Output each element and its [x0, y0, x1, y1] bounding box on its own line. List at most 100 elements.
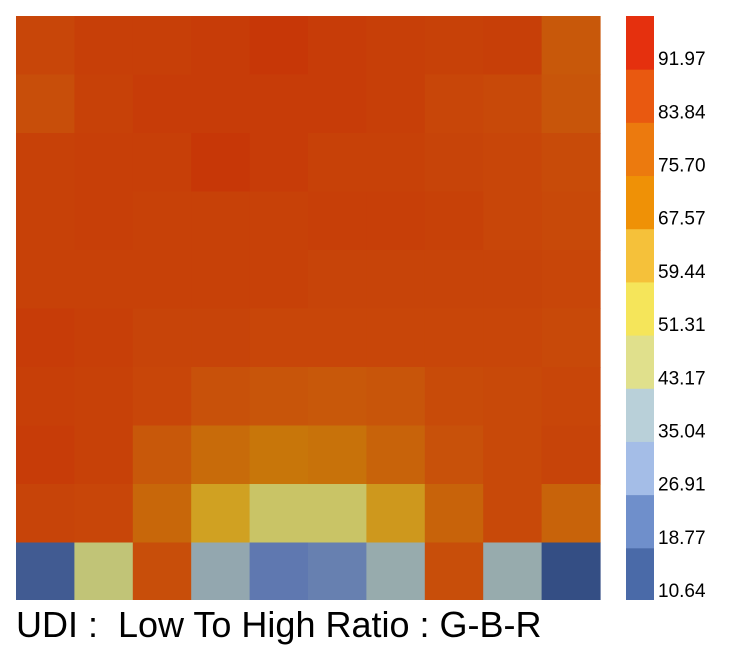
heatmap-cell: [366, 133, 426, 193]
heatmap-cell: [308, 74, 367, 134]
heatmap-cell: [424, 367, 484, 427]
heatmap-cell: [191, 484, 251, 544]
heatmap-cell: [483, 425, 543, 485]
heatmap-cell: [308, 484, 367, 544]
heatmap-cell: [132, 250, 192, 310]
heatmap-cell: [74, 484, 134, 544]
heatmap-cell: [191, 16, 251, 76]
colorbar-bin: [626, 335, 654, 389]
heatmap-cell: [249, 484, 309, 544]
colorbar-bin: [626, 16, 654, 70]
heatmap-cell: [366, 367, 426, 427]
heatmap-cell: [132, 484, 192, 544]
heatmap-cell: [483, 74, 543, 134]
heatmap-cell: [308, 16, 367, 76]
heatmap-cells: [16, 16, 601, 600]
heatmap-cell: [483, 250, 543, 310]
heatmap-cell: [308, 250, 367, 310]
heatmap-cell: [366, 542, 426, 600]
heatmap-cell: [16, 484, 75, 544]
heatmap-cell: [308, 542, 367, 600]
colorbar-tick-label: 51.31: [658, 315, 706, 336]
heatmap-cell: [541, 16, 601, 76]
heatmap-cell: [16, 191, 75, 251]
heatmap-cell: [132, 542, 192, 600]
heatmap-cell: [132, 367, 192, 427]
heatmap-cell: [191, 191, 251, 251]
heatmap-cell: [74, 367, 134, 427]
colorbar-tick-label: 43.17: [658, 368, 706, 389]
heatmap-cell: [308, 425, 367, 485]
heatmap-cell: [541, 425, 601, 485]
heatmap-cell: [74, 191, 134, 251]
heatmap-cell: [249, 74, 309, 134]
heatmap-cell: [249, 250, 309, 310]
colorbar-tick-label: 59.44: [658, 262, 706, 283]
colorbar-bin: [626, 281, 654, 336]
heatmap-cell: [191, 367, 251, 427]
heatmap-cell: [74, 425, 134, 485]
heatmap-cell: [16, 425, 75, 485]
heatmap-cell: [366, 74, 426, 134]
heatmap-cell: [541, 367, 601, 427]
heatmap-cell: [16, 542, 75, 600]
heatmap-cell: [483, 16, 543, 76]
heatmap-cell: [132, 133, 192, 193]
colorbar-bin: [626, 122, 654, 177]
colorbar-bin: [626, 494, 654, 549]
heatmap-cell: [74, 250, 134, 310]
heatmap-cell: [424, 16, 484, 76]
colorbar-bin: [626, 388, 654, 442]
heatmap-cell: [541, 74, 601, 134]
heatmap-cell: [308, 191, 367, 251]
heatmap-cell: [366, 425, 426, 485]
heatmap-cell: [16, 16, 75, 76]
colorbar-tick-label: 10.64: [658, 581, 706, 600]
heatmap-cell: [308, 133, 367, 193]
heatmap-cell: [132, 425, 192, 485]
heatmap-cell: [132, 74, 192, 134]
colorbar-bin: [626, 228, 654, 283]
heatmap-cell: [16, 250, 75, 310]
heatmap-cell: [16, 74, 75, 134]
heatmap-cell: [366, 16, 426, 76]
heatmap-cell: [541, 191, 601, 251]
heatmap-cell: [541, 308, 601, 368]
heatmap-cell: [366, 250, 426, 310]
heatmap-cell: [132, 16, 192, 76]
colorbar-tick-label: 83.84: [658, 102, 706, 123]
heatmap-cell: [16, 367, 75, 427]
heatmap-cell: [424, 542, 484, 600]
colorbar-bin: [626, 547, 654, 600]
heatmap-cell: [191, 542, 251, 600]
colorbar-tick-label: 91.97: [658, 49, 706, 70]
heatmap-cell: [249, 367, 309, 427]
heatmap-cell: [366, 191, 426, 251]
heatmap-chart: 10.64 18.77 26.91 35.04 43.17 51.31 59.44 67.57…: [16, 16, 706, 600]
heatmap-cell: [16, 308, 75, 368]
colorbar-tick-label: 18.77: [658, 528, 706, 549]
heatmap-cell: [74, 16, 134, 76]
heatmap-cell: [483, 133, 543, 193]
colorbar-tick-label: 26.91: [658, 475, 706, 496]
heatmap-cell: [541, 484, 601, 544]
heatmap-cell: [249, 191, 309, 251]
heatmap-cell: [483, 191, 543, 251]
colorbar-tick-labels: 10.64 18.77 26.91 35.04 43.17 51.31 59.44 67.57…: [658, 49, 706, 600]
heatmap-cell: [424, 484, 484, 544]
heatmap-cell: [483, 484, 543, 544]
heatmap-cell: [249, 425, 309, 485]
colorbar-tick-label: 75.70: [658, 156, 706, 177]
heatmap-cell: [249, 542, 309, 600]
heatmap-cell: [74, 74, 134, 134]
heatmap-cell: [424, 133, 484, 193]
heatmap-cell: [249, 308, 309, 368]
heatmap-cell: [249, 133, 309, 193]
heatmap-cell: [74, 542, 134, 600]
colorbar: [626, 16, 654, 600]
heatmap-cell: [366, 308, 426, 368]
heatmap-cell: [132, 308, 192, 368]
colorbar-bin: [626, 69, 654, 123]
heatmap-cell: [541, 133, 601, 193]
colorbar-tick-label: 67.57: [658, 209, 706, 230]
